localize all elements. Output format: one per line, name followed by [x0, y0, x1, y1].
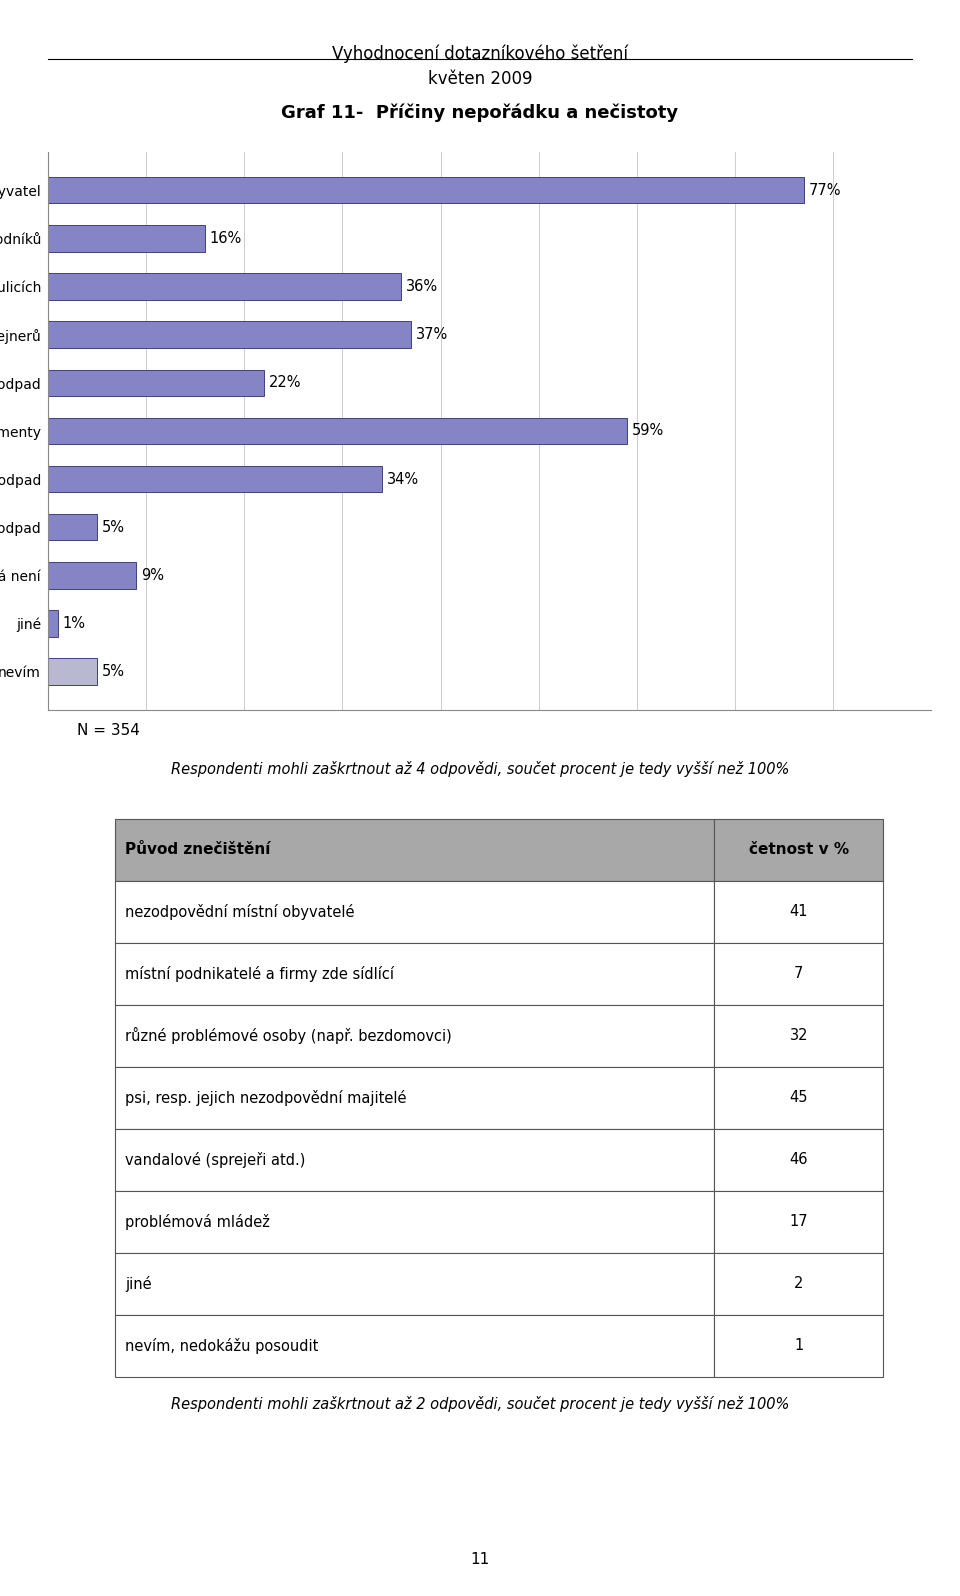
- Text: květen 2009: květen 2009: [428, 70, 532, 88]
- Text: 46: 46: [789, 1152, 808, 1167]
- Text: 22%: 22%: [269, 375, 301, 391]
- Bar: [48, 514, 97, 541]
- Text: N = 354: N = 354: [77, 723, 139, 737]
- Text: problémová mládež: problémová mládež: [125, 1215, 270, 1231]
- Bar: [115, 819, 714, 881]
- Bar: [714, 1128, 883, 1191]
- Text: psi, resp. jejich nezodpovědní majitelé: psi, resp. jejich nezodpovědní majitelé: [125, 1090, 406, 1106]
- Text: 5%: 5%: [102, 664, 125, 678]
- Bar: [115, 1253, 714, 1315]
- Text: 2: 2: [794, 1277, 804, 1291]
- Text: 59%: 59%: [632, 423, 664, 439]
- Text: 36%: 36%: [406, 279, 439, 294]
- Text: Respondenti mohli zaškrtnout až 2 odpovědi, součet procent je tedy vyšší než 100: Respondenti mohli zaškrtnout až 2 odpově…: [171, 1396, 789, 1412]
- Text: nezodpovědní místní obyvatelé: nezodpovědní místní obyvatelé: [125, 903, 354, 919]
- Bar: [48, 418, 627, 444]
- Text: četnost v %: četnost v %: [749, 843, 849, 857]
- Text: různé problémové osoby (např. bezdomovci): různé problémové osoby (např. bezdomovci…: [125, 1028, 451, 1044]
- Bar: [115, 1191, 714, 1253]
- Bar: [714, 1253, 883, 1315]
- Text: 17: 17: [789, 1215, 808, 1229]
- Text: vandalové (sprejeři atd.): vandalové (sprejeři atd.): [125, 1152, 305, 1168]
- Text: 16%: 16%: [210, 231, 242, 246]
- Bar: [48, 466, 382, 492]
- Text: Původ znečištění: Původ znečištění: [125, 843, 270, 857]
- Bar: [48, 562, 136, 589]
- Bar: [115, 1128, 714, 1191]
- Text: Respondenti mohli zaškrtnout až 4 odpovědi, součet procent je tedy vyšší než 100: Respondenti mohli zaškrtnout až 4 odpově…: [171, 761, 789, 777]
- Bar: [115, 943, 714, 1005]
- Text: jiné: jiné: [125, 1275, 152, 1291]
- Bar: [48, 273, 401, 300]
- Bar: [714, 943, 883, 1005]
- Text: 11: 11: [470, 1553, 490, 1567]
- Bar: [48, 321, 411, 348]
- Bar: [48, 610, 58, 637]
- Bar: [714, 1066, 883, 1128]
- Text: 34%: 34%: [387, 471, 419, 487]
- Text: 45: 45: [789, 1090, 808, 1106]
- Bar: [48, 225, 205, 252]
- Text: 37%: 37%: [416, 327, 448, 342]
- Text: 1: 1: [794, 1339, 804, 1353]
- Text: 7: 7: [794, 966, 804, 982]
- Bar: [48, 370, 264, 396]
- Text: 32: 32: [789, 1028, 808, 1044]
- Bar: [714, 881, 883, 943]
- Text: místní podnikatelé a firmy zde sídlící: místní podnikatelé a firmy zde sídlící: [125, 966, 394, 982]
- Bar: [115, 881, 714, 943]
- Bar: [714, 1005, 883, 1066]
- Bar: [48, 659, 97, 685]
- Bar: [714, 1315, 883, 1377]
- Text: 41: 41: [789, 905, 808, 919]
- Text: 5%: 5%: [102, 520, 125, 535]
- Text: 9%: 9%: [141, 568, 164, 583]
- Bar: [115, 1005, 714, 1066]
- Bar: [714, 819, 883, 881]
- Text: nevím, nedokážu posoudit: nevím, nedokážu posoudit: [125, 1337, 318, 1353]
- Text: Graf 11-  Příčiny nepořádku a nečistoty: Graf 11- Příčiny nepořádku a nečistoty: [281, 104, 679, 123]
- Text: 77%: 77%: [808, 184, 841, 198]
- Text: Vyhodnocení dotazníkového šetření: Vyhodnocení dotazníkového šetření: [332, 45, 628, 64]
- Bar: [48, 177, 804, 203]
- Bar: [115, 1315, 714, 1377]
- Bar: [714, 1191, 883, 1253]
- Bar: [115, 1066, 714, 1128]
- Text: 1%: 1%: [62, 616, 85, 630]
